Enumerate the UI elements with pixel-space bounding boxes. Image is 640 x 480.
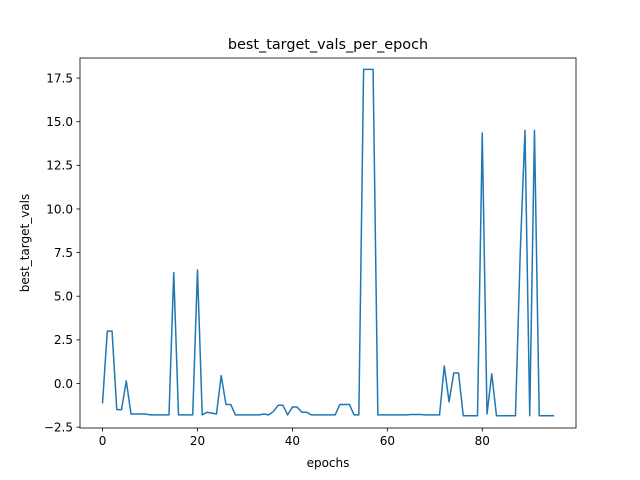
- chart-title: best_target_vals_per_epoch: [228, 37, 428, 53]
- y-tick-label: 12.5: [46, 159, 73, 173]
- y-tick-label: −2.5: [44, 420, 73, 434]
- x-tick-label: 80: [475, 434, 490, 448]
- y-tick-label: 7.5: [54, 246, 73, 260]
- x-tick-label: 0: [99, 434, 107, 448]
- y-tick-label: 0.0: [54, 377, 73, 391]
- axes-frame: [79, 57, 577, 429]
- x-tick-label: 40: [285, 434, 300, 448]
- y-tick-label: 2.5: [54, 333, 73, 347]
- y-tick-label: 10.0: [46, 202, 73, 216]
- y-axis: −2.5 0.0 2.5 5.0 7.5 10.0 12.5 15.0 17.5: [44, 71, 80, 434]
- y-tick-label: 17.5: [46, 71, 73, 85]
- series-line-0: [101, 68, 555, 417]
- x-axis-label: epochs: [307, 456, 350, 470]
- y-tick-label: 15.0: [46, 115, 73, 129]
- x-tick-label: 60: [380, 434, 395, 448]
- y-tick-label: 5.0: [54, 290, 73, 304]
- chart-marks: [101, 68, 555, 417]
- x-tick-label: 20: [190, 434, 205, 448]
- y-axis-label: best_target_vals: [18, 194, 32, 292]
- plot-area: [80, 58, 576, 428]
- x-axis: 0 20 40 60 80: [99, 428, 490, 448]
